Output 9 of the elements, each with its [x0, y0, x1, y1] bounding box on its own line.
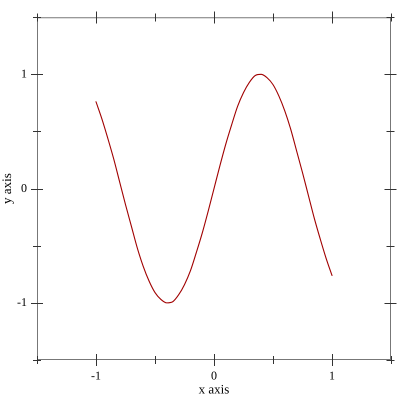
y-tick-label: 0 [21, 180, 27, 195]
y-tick-label: -1 [17, 295, 27, 310]
line-series [95, 74, 333, 304]
x-tick-label: 0 [211, 368, 217, 382]
x-tick-label: -1 [91, 368, 101, 382]
y-tick-label: 1 [21, 66, 27, 80]
x-tick-label: 1 [329, 368, 335, 382]
x-axis-title: x axis [198, 382, 230, 397]
y-axis-title: y axis [0, 173, 14, 204]
